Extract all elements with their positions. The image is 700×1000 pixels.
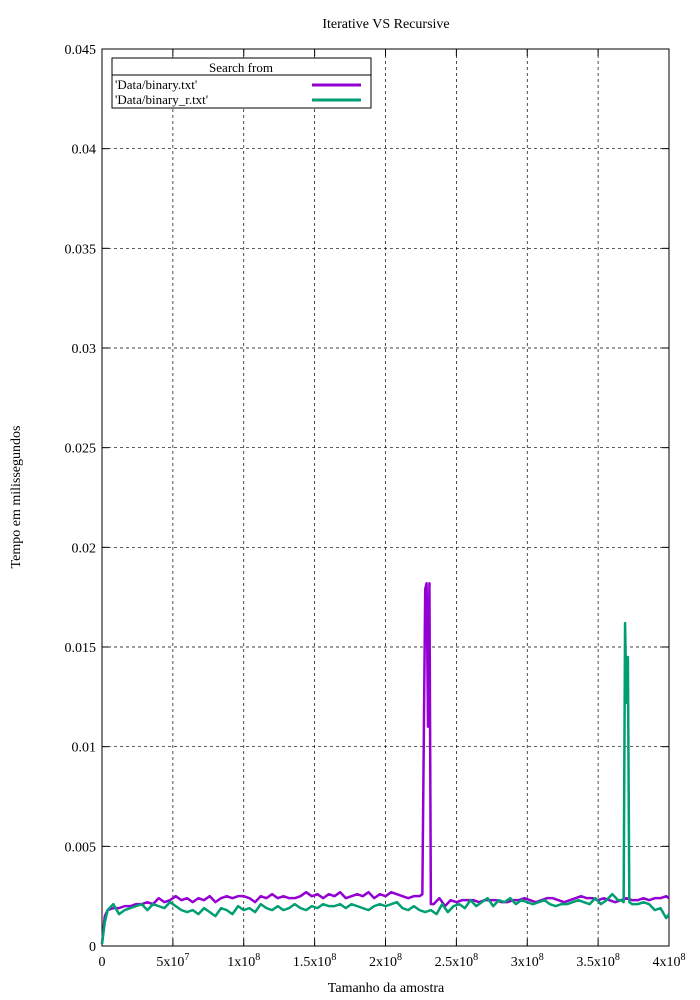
x-tick-label: 0: [99, 955, 106, 970]
x-tick-label: 3.5x108: [576, 952, 620, 970]
x-tick-exponent: 8: [397, 952, 402, 963]
x-tick-label: 5x107: [156, 952, 189, 970]
x-tick-exponent: 7: [184, 952, 189, 963]
y-tick-label: 0.015: [65, 641, 97, 656]
x-tick-exponent: 8: [331, 952, 336, 963]
x-tick-mantissa: 1.5x10: [293, 955, 332, 970]
legend-label-binary: 'Data/binary.txt': [115, 77, 197, 92]
legend-title: Search from: [209, 60, 273, 75]
x-tick-mantissa: 2.5x10: [435, 955, 474, 970]
y-axis-label: Tempo em milissegundos: [9, 426, 24, 569]
x-tick-mantissa: 4x10: [653, 955, 681, 970]
y-tick-label: 0.035: [65, 242, 97, 257]
y-tick-label: 0.01: [72, 741, 97, 756]
y-tick-label: 0.03: [72, 342, 97, 357]
x-tick-mantissa: 2x10: [369, 955, 397, 970]
chart-title: Iterative VS Recursive: [322, 17, 449, 32]
x-tick-mantissa: 3x10: [511, 955, 539, 970]
axis-ticks: 0 0.005 0.01 0.015 0.02 0.025 0.03 0.035 0.04 0.0…: [65, 43, 686, 970]
x-tick-mantissa: 1x10: [227, 955, 255, 970]
grid-lines: [102, 49, 669, 946]
y-tick-label: 0.025: [65, 442, 97, 457]
x-tick-mantissa: 3.5x10: [576, 955, 615, 970]
series-line-1: [100, 621, 671, 945]
x-tick-label: 1.5x108: [293, 952, 337, 970]
y-tick-label: 0.045: [65, 43, 97, 58]
series-lines: [100, 581, 671, 945]
x-tick-label: 3x108: [511, 952, 544, 970]
legend-label-binary-r: 'Data/binary_r.txt': [115, 92, 208, 107]
x-tick-label: 2.5x108: [435, 952, 479, 970]
x-tick-mantissa: 0: [99, 955, 106, 970]
x-tick-exponent: 8: [473, 952, 478, 963]
x-tick-mantissa: 5x10: [156, 955, 184, 970]
x-tick-label: 4x108: [653, 952, 686, 970]
y-tick-label: 0.02: [72, 541, 97, 556]
x-tick-exponent: 8: [539, 952, 544, 963]
legend: Search from 'Data/binary.txt' 'Data/bina…: [111, 57, 372, 109]
y-tick-label: 0: [89, 940, 96, 955]
y-tick-label: 0.005: [65, 840, 97, 855]
x-axis-label: Tamanho da amostra: [328, 981, 445, 996]
x-tick-label: 2x108: [369, 952, 402, 970]
x-tick-label: 1x108: [227, 952, 260, 970]
series-line-0: [100, 581, 670, 945]
x-tick-exponent: 8: [681, 952, 686, 963]
x-tick-exponent: 8: [615, 952, 620, 963]
y-tick-label: 0.04: [72, 143, 97, 158]
x-tick-exponent: 8: [255, 952, 260, 963]
